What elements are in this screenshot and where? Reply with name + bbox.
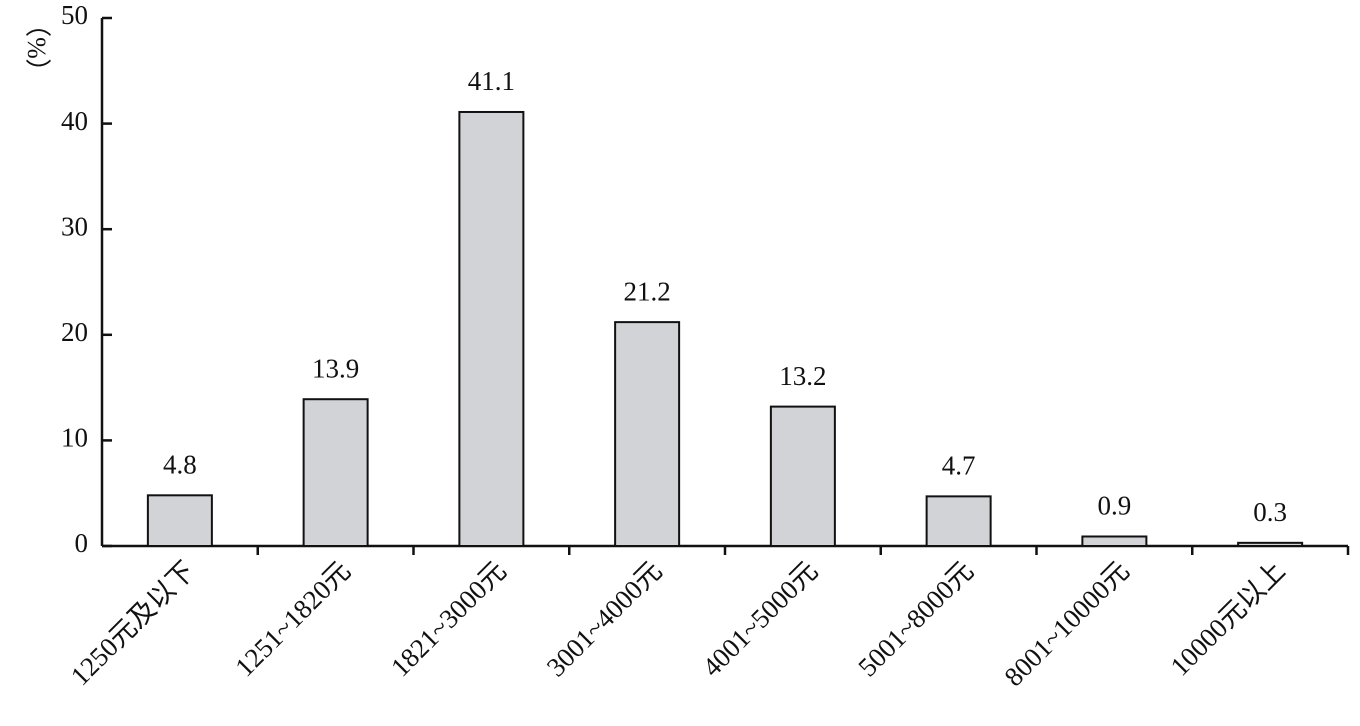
x-tick-label: 3001~4000元: [541, 555, 668, 682]
bar: [614, 321, 681, 547]
y-tick-label: 30: [61, 211, 88, 241]
bar: [925, 495, 992, 548]
x-tick-label: 1821~3000元: [385, 555, 512, 682]
value-label: 0.9: [1098, 491, 1132, 521]
y-tick-label: 40: [61, 106, 88, 136]
y-tick-label: 0: [75, 528, 89, 558]
bar: [146, 494, 213, 548]
bar: [769, 405, 836, 547]
x-tick-label: 5001~8000元: [852, 555, 979, 682]
x-tick-label: 1250元及以下: [65, 555, 201, 691]
x-tick-label: 1251~1820元: [229, 555, 356, 682]
value-label: 0.3: [1253, 497, 1287, 527]
y-axis-label: （%）: [22, 11, 51, 85]
x-tick-label: 8001~10000元: [998, 555, 1135, 692]
x-tick-label: 10000元以上: [1165, 555, 1291, 681]
value-label: 4.8: [163, 450, 197, 480]
value-label: 13.9: [312, 353, 359, 383]
bar: [302, 398, 369, 547]
value-label: 13.2: [779, 361, 826, 391]
value-label: 41.1: [468, 66, 515, 96]
value-label: 4.7: [942, 451, 976, 481]
bar: [1081, 535, 1148, 547]
y-tick-label: 10: [61, 423, 88, 453]
bar: [1237, 541, 1304, 547]
bar: [458, 110, 525, 547]
value-label: 21.2: [624, 276, 671, 306]
y-tick-label: 50: [61, 0, 88, 30]
y-tick-label: 20: [61, 317, 88, 347]
x-tick-label: 4001~5000元: [697, 555, 824, 682]
